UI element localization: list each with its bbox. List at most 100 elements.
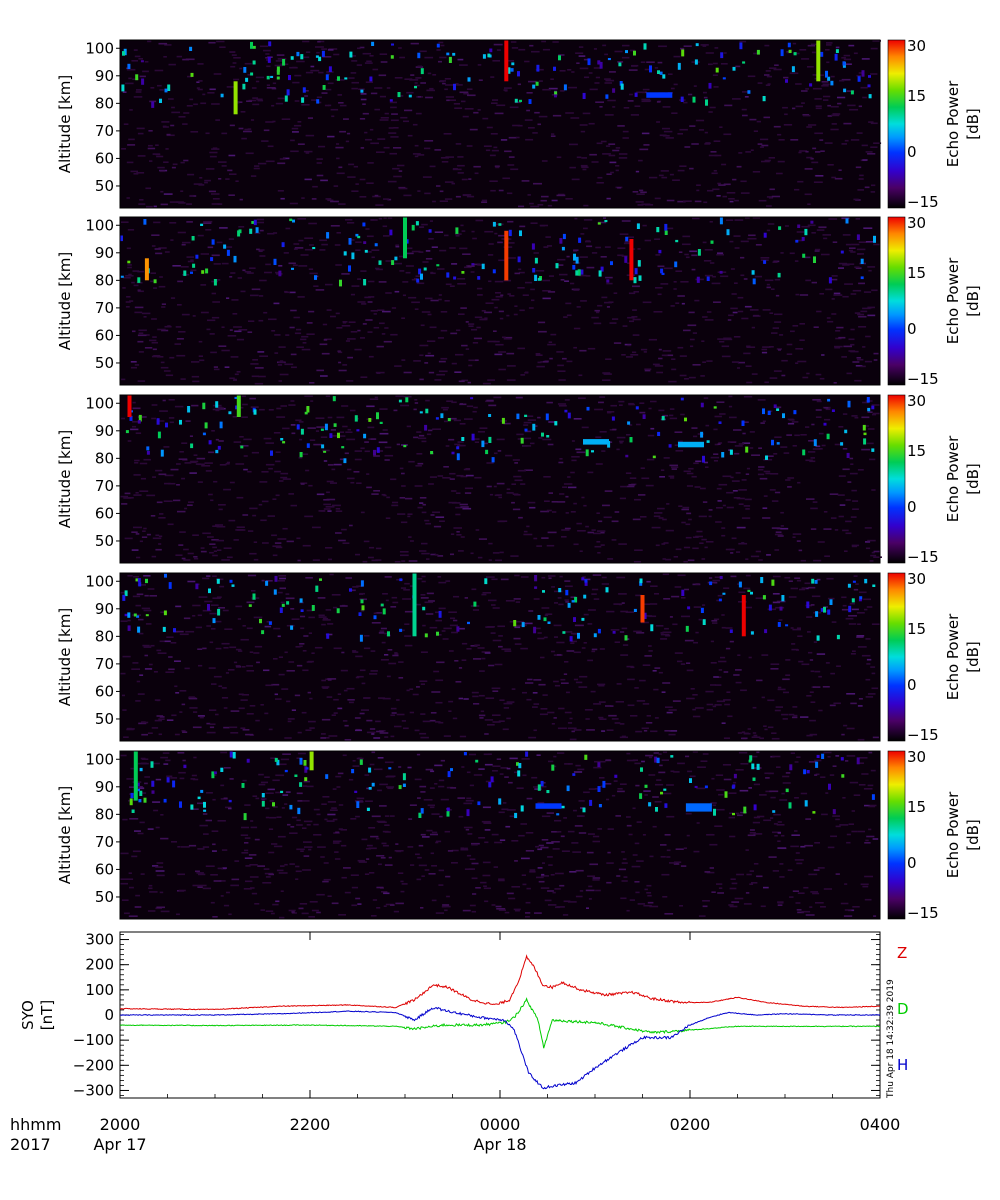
heatmap-echoes (122, 573, 876, 642)
colorbar-tick-label: 30 (907, 37, 926, 55)
mag-y-axis-unit: [nT] (38, 1000, 56, 1030)
y-tick-label: 60 (95, 326, 114, 344)
colorbar-tick-label: 0 (907, 498, 917, 516)
colorbar-tick-label: 30 (907, 392, 926, 410)
echo-panel-3: 100 90 80 70 60 50 Altitude [km] 30 15 0 −15 Echo P… (56, 392, 982, 566)
echo-feature (640, 595, 645, 623)
heatmap-echoes (121, 41, 872, 108)
y-tick-label: 50 (95, 888, 114, 906)
echo-feature (646, 92, 673, 98)
echo-feature (741, 595, 746, 637)
x-tick-label: 0000 (480, 1115, 521, 1134)
echo-feature (127, 395, 132, 417)
echo-panel-5: 100 90 80 70 60 50 Altitude [km] 30 15 0 −15 Echo P… (56, 748, 982, 922)
echo-feature (144, 258, 149, 281)
echo-feature (535, 803, 562, 809)
echo-panel-1: 100 90 80 70 60 50 Altitude [km] 30 15 0 −15 Echo P… (56, 37, 982, 211)
colorbar-label: Echo Power (944, 435, 962, 522)
heatmap-noise (120, 573, 881, 741)
colorbar-tick-label: 15 (907, 620, 926, 638)
colorbar-label: Echo Power (944, 257, 962, 344)
heatmap-noise (120, 751, 879, 919)
x-axis: hhmm 2017 2000 2200 0000 0200 0400 Apr 17 Apr … (10, 1115, 900, 1154)
y-tick-label: 60 (95, 860, 114, 878)
colorbar-tick-label: 0 (907, 320, 917, 338)
mag-y-tick-label: 200 (85, 956, 114, 974)
y-tick-label: 60 (95, 504, 114, 522)
magnetometer-panel: 300 200 100 0 −100 −200 −300 SYO [nT] Z D H (19, 931, 909, 1100)
heatmap-background (120, 395, 880, 563)
echo-feature (583, 439, 609, 445)
y-tick-label: 80 (95, 805, 114, 823)
heatmap-echoes (120, 217, 876, 287)
series-label-Z: Z (897, 944, 907, 962)
colorbar-label: Echo Power (944, 791, 962, 878)
y-tick-label: 70 (95, 299, 114, 317)
y-axis-label: Altitude [km] (56, 430, 74, 528)
y-tick-label: 90 (95, 67, 114, 85)
y-tick-label: 70 (95, 655, 114, 673)
colorbar-tick-label: −15 (907, 904, 939, 922)
echo-feature (403, 217, 407, 259)
colorbar-tick-label: −15 (907, 370, 939, 388)
echo-feature (412, 573, 417, 637)
colorbar-label-unit: [dB] (964, 819, 982, 851)
series-line-D (119, 997, 881, 1049)
x-tick-label: 0400 (860, 1115, 901, 1134)
y-tick-label: 50 (95, 710, 114, 728)
colorbar-tick-label: 15 (907, 798, 926, 816)
echo-feature (504, 230, 509, 281)
colorbar-label-unit: [dB] (964, 463, 982, 495)
mag-y-tick-label: −300 (73, 1081, 114, 1099)
heatmap-noise (121, 217, 880, 385)
y-tick-label: 80 (95, 94, 114, 112)
y-tick-label: 50 (95, 532, 114, 550)
colorbar-tick-label: 0 (907, 854, 917, 872)
series-line-H (119, 1006, 881, 1090)
y-tick-label: 100 (85, 394, 114, 412)
colorbar-label: Echo Power (944, 613, 962, 700)
echo-feature (309, 751, 314, 771)
echo-feature (233, 81, 238, 115)
y-axis-label: Altitude [km] (56, 75, 74, 173)
colorbar-tick-label: 0 (907, 143, 917, 161)
colorbar-tick-label: 30 (907, 748, 926, 766)
mag-y-tick-label: 300 (85, 931, 114, 949)
x-date-label: Apr 17 (93, 1135, 146, 1154)
heatmap-background (120, 573, 880, 741)
y-tick-label: 80 (95, 627, 114, 645)
y-tick-label: 70 (95, 477, 114, 495)
y-tick-label: 80 (95, 449, 114, 467)
mag-y-tick-label: 0 (104, 1006, 114, 1024)
colorbar-tick-label: 15 (907, 87, 926, 105)
y-tick-label: 80 (95, 271, 114, 289)
y-tick-label: 50 (95, 177, 114, 195)
x-axis-row2-prefix: 2017 (10, 1135, 51, 1154)
timestamp: Thu Apr 18 14:32:39 2019 (886, 979, 896, 1099)
echo-feature (629, 239, 634, 281)
series-label-D: D (897, 1000, 909, 1018)
echo-feature (133, 751, 138, 801)
y-tick-label: 50 (95, 354, 114, 372)
colorbar (887, 572, 906, 742)
y-tick-label: 100 (85, 750, 114, 768)
heatmap-noise (120, 395, 882, 563)
heatmap-noise (121, 40, 882, 208)
x-tick-label: 0200 (670, 1115, 711, 1134)
y-tick-label: 90 (95, 422, 114, 440)
echo-panel-4: 100 90 80 70 60 50 Altitude [km] 30 15 0 −15 Echo P… (56, 570, 982, 744)
series-line-Z (119, 954, 881, 1011)
mag-y-tick-label: 100 (85, 981, 114, 999)
heatmap-background (120, 40, 880, 208)
y-tick-label: 100 (85, 39, 114, 57)
mag-y-axis-label: SYO (19, 1000, 37, 1030)
colorbar-tick-label: 15 (907, 264, 926, 282)
y-axis-label: Altitude [km] (56, 786, 74, 884)
colorbar-label-unit: [dB] (964, 641, 982, 673)
x-tick-label: 2000 (100, 1115, 141, 1134)
series-label-H: H (897, 1056, 908, 1074)
y-tick-label: 100 (85, 216, 114, 234)
colorbar-label-unit: [dB] (964, 285, 982, 317)
x-tick-label: 2200 (290, 1115, 331, 1134)
